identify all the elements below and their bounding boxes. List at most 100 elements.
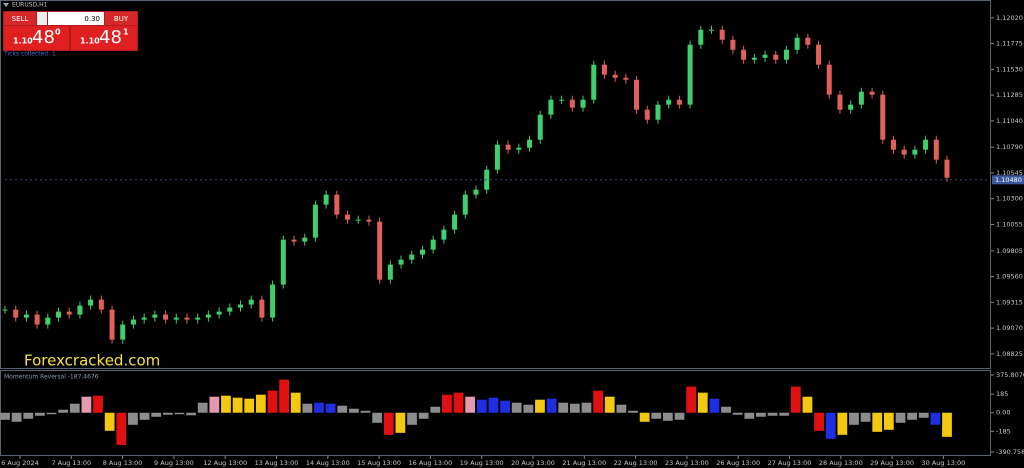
candle-body — [473, 189, 479, 195]
x-tick-label: 27 Aug 13:00 — [768, 459, 812, 467]
symbol-label: EURUSD,H1 — [12, 2, 48, 9]
histogram-bar — [802, 396, 813, 413]
candle-body — [773, 54, 779, 60]
histogram-bar — [81, 396, 92, 413]
histogram-bar — [872, 412, 883, 432]
bid-box[interactable] — [4, 26, 69, 50]
candle-body — [719, 29, 725, 40]
ask-sup: 1 — [123, 28, 129, 37]
histogram-bar — [604, 396, 615, 413]
lot-spin[interactable] — [37, 12, 47, 25]
y-tick-label: 1.10790 — [996, 143, 1023, 151]
histogram-bar — [232, 397, 243, 413]
x-tick-label: 15 Aug 13:00 — [357, 459, 401, 467]
histogram-bar — [267, 390, 278, 413]
candle-body — [601, 64, 607, 75]
y-tick-label: 375.8070 — [996, 371, 1024, 379]
ask-box[interactable] — [71, 26, 137, 50]
histogram-bar — [290, 392, 301, 413]
candle-body — [933, 139, 939, 160]
trade-panel: SELL 0.30 BUY 1.10 48 0 1.10 48 1 — [3, 11, 138, 51]
symbol-icon — [3, 3, 9, 7]
y-tick-label: 1.10055 — [996, 221, 1023, 229]
candle-body — [270, 284, 276, 318]
candle-body — [419, 249, 425, 255]
y-tick-label: 1.11530 — [996, 65, 1023, 73]
candle-body — [612, 74, 618, 78]
candle-body — [548, 99, 554, 115]
x-tick-label: 8 Aug 13:00 — [103, 459, 143, 467]
x-tick-label: 12 Aug 13:00 — [203, 459, 247, 467]
marks — [0, 25, 991, 445]
candle-body — [205, 314, 211, 318]
x-tick-label: 22 Aug 13:00 — [614, 459, 658, 467]
current-price-label: 1.10480 — [995, 176, 1022, 184]
candle-body — [880, 94, 886, 140]
histogram-bar — [546, 398, 557, 413]
histogram-bar — [709, 398, 720, 413]
candle-body — [163, 314, 169, 320]
y-tick-label: 1.10300 — [996, 195, 1023, 203]
candle-body — [227, 307, 233, 312]
histogram-bar — [476, 399, 487, 413]
histogram-bar — [918, 412, 929, 418]
candle-body — [591, 64, 597, 100]
candle-body — [34, 314, 40, 325]
candle-body — [184, 317, 190, 320]
buy-button[interactable] — [105, 12, 137, 25]
candle-body — [323, 194, 329, 205]
x-tick-label: 14 Aug 13:00 — [306, 459, 350, 467]
histogram-bar — [907, 412, 917, 420]
histogram-bar — [895, 412, 906, 423]
histogram-bar — [442, 394, 452, 413]
histogram-bar — [651, 412, 662, 419]
ask-big: 48 — [99, 27, 122, 48]
candle-body — [559, 99, 565, 101]
candle-body — [345, 214, 351, 220]
candle-body — [409, 254, 415, 260]
x-tick-label: 20 Aug 13:00 — [511, 459, 555, 467]
lot-text: 0.30 — [84, 15, 100, 23]
x-tick-label: 19 Aug 13:00 — [460, 459, 504, 467]
candle-body — [751, 57, 757, 60]
histogram-bar — [93, 395, 103, 413]
histogram-bar — [721, 406, 731, 413]
histogram-bar — [314, 402, 324, 413]
candle-body — [130, 319, 136, 325]
candle-body — [655, 104, 661, 120]
y-tick-label: 1.10545 — [996, 169, 1023, 177]
candle-body — [505, 144, 511, 150]
histogram-bar — [628, 410, 638, 413]
histogram-bar — [581, 402, 592, 413]
candle-body — [462, 194, 468, 215]
candle-body — [741, 49, 747, 60]
histogram-bar — [104, 412, 115, 431]
histogram-bar — [279, 379, 289, 413]
candle-body — [687, 44, 693, 105]
lot-input[interactable] — [48, 12, 104, 25]
histogram-bar — [663, 412, 673, 421]
histogram-bar — [197, 402, 208, 413]
status-text: Ticks collected: 1 — [3, 51, 56, 58]
candle-body — [783, 49, 789, 60]
candle-body — [826, 64, 832, 95]
histogram-bar — [337, 405, 348, 413]
candle-body — [280, 239, 286, 285]
histogram-bar — [849, 412, 859, 425]
bid-sup: 0 — [55, 28, 61, 37]
candle-body — [794, 37, 800, 50]
histogram-bar — [465, 396, 476, 413]
sell-button[interactable] — [4, 12, 36, 25]
histogram-bar — [639, 412, 650, 422]
histogram-bar — [814, 412, 824, 431]
histogram-bar — [58, 409, 69, 413]
histogram-bar — [395, 412, 406, 433]
histogram-bar — [0, 412, 10, 420]
histogram-bar — [325, 403, 336, 413]
histogram-bar — [558, 402, 569, 413]
y-tick-label: 185 — [996, 390, 1008, 398]
y-tick-label: 1.11285 — [996, 91, 1023, 99]
candle-body — [238, 304, 243, 308]
